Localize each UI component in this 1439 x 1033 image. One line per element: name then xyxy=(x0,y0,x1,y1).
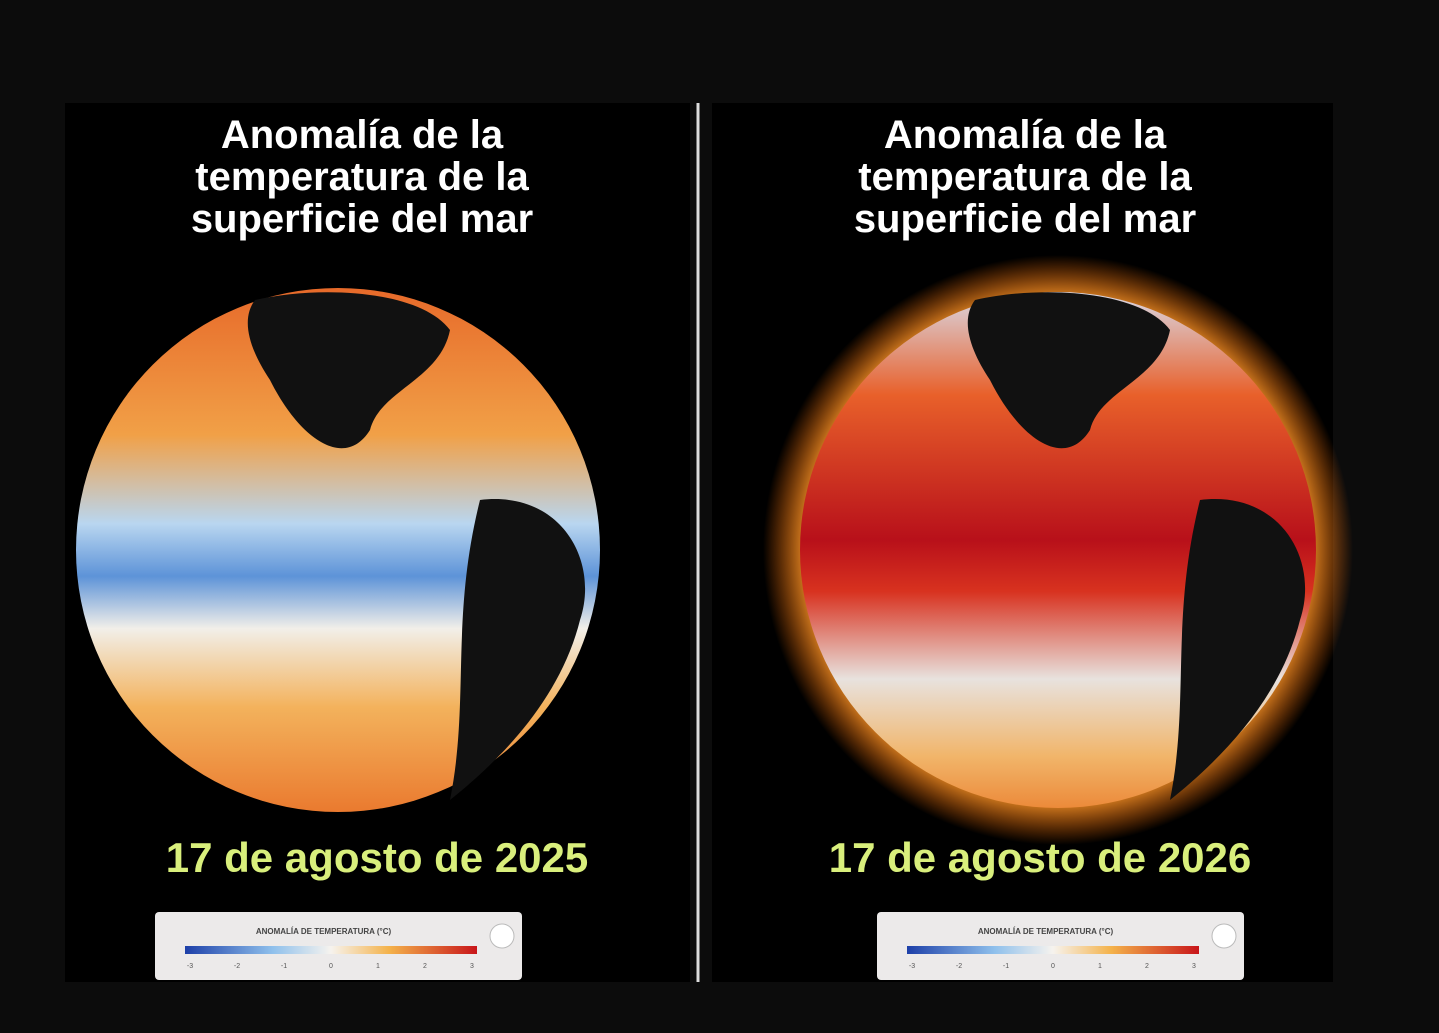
legend-tick: 1 xyxy=(1098,963,1102,970)
legend-knob xyxy=(1211,923,1237,949)
legend-tick: -2 xyxy=(956,963,962,970)
legend-tick: -1 xyxy=(281,963,287,970)
legend-tick: 2 xyxy=(1145,963,1149,970)
title-line: Anomalía de la xyxy=(884,113,1167,157)
continents xyxy=(247,292,586,800)
title-line: superficie del mar xyxy=(191,197,533,241)
legend-tick: -1 xyxy=(1003,963,1009,970)
legend-tick: -3 xyxy=(909,963,915,970)
legend-tick: -3 xyxy=(187,963,193,970)
legend-title: ANOMALÍA DE TEMPERATURA (°C) xyxy=(978,927,1114,936)
legend-knob xyxy=(489,923,515,949)
legend-tick: -2 xyxy=(234,963,240,970)
legend-tick: 0 xyxy=(329,963,333,970)
legend-tick: 2 xyxy=(423,963,427,970)
continents xyxy=(967,292,1306,800)
title-line: temperatura de la xyxy=(195,155,529,199)
date: 17 de agosto de 2025 xyxy=(166,834,589,881)
title-line: Anomalía de la xyxy=(221,113,504,157)
title-line: superficie del mar xyxy=(854,197,1196,241)
legend-bar xyxy=(185,946,477,954)
legend-tick: 3 xyxy=(1192,963,1196,970)
date: 17 de agosto de 2026 xyxy=(829,834,1252,881)
legend-tick: 3 xyxy=(470,963,474,970)
legend-tick: 0 xyxy=(1051,963,1055,970)
legend-tick: 1 xyxy=(376,963,380,970)
legend-bar xyxy=(907,946,1199,954)
legend-title: ANOMALÍA DE TEMPERATURA (°C) xyxy=(256,927,392,936)
title-line: temperatura de la xyxy=(858,155,1192,199)
